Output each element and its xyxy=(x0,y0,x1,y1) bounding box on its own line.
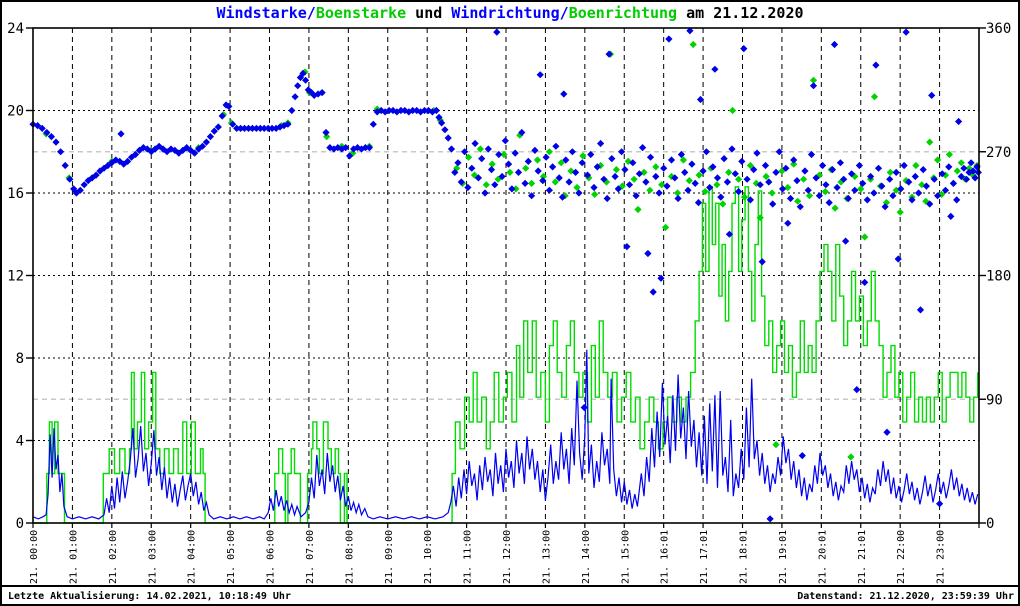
title-segment: Windrichtung/ xyxy=(451,4,569,22)
title-segment: Boenrichtung xyxy=(568,4,678,22)
x-axis-tick-label: 21. 13:00 xyxy=(541,530,552,584)
left-axis-tick-label: 4 xyxy=(16,434,24,450)
right-axis-tick-label: 90 xyxy=(986,392,1003,408)
left-axis-tick-label: 20 xyxy=(7,104,24,120)
status-bar: Letzte Aktualisierung: 14.02.2021, 10:18… xyxy=(0,585,1020,606)
x-axis-tick-label: 21. 04:00 xyxy=(187,530,198,584)
title-segment: am 21.12.2020 xyxy=(677,4,804,22)
axis-labels: 0 4 8 12 16 20 24 0 90 180 270 360 21. 00:00 21. 01:0… xyxy=(7,21,1011,584)
left-axis-tick-label: 16 xyxy=(7,186,24,202)
x-axis-tick-label: 21. 23:00 xyxy=(936,530,947,584)
x-axis-tick-label: 21. 08:00 xyxy=(344,530,355,584)
chart-title: Windstarke/Boenstarke und Windrichtung/B… xyxy=(0,4,1020,22)
left-axis-tick-label: 0 xyxy=(16,516,24,532)
title-segment: Boenstarke xyxy=(315,4,407,22)
title-segment: Windstarke/ xyxy=(216,4,316,22)
right-axis-tick-label: 360 xyxy=(986,21,1011,37)
right-axis-tick-label: 180 xyxy=(986,269,1011,285)
x-axis-tick-label: 21. 02:00 xyxy=(108,530,119,584)
left-axis-tick-label: 12 xyxy=(7,269,24,285)
x-axis-tick-label: 21. 11:00 xyxy=(463,530,474,584)
gridlines xyxy=(33,28,979,523)
x-axis-tick-label: 21. 00:00 xyxy=(29,530,40,584)
x-axis-tick-label: 21. 16:01 xyxy=(660,530,671,584)
x-axis-tick-label: 21. 15:00 xyxy=(620,530,631,584)
axes xyxy=(26,27,986,528)
status-last-update: Letzte Aktualisierung: 14.02.2021, 10:18… xyxy=(8,591,291,602)
x-axis-tick-label: 21. 18:01 xyxy=(739,530,750,584)
x-axis-tick-label: 21. 17:01 xyxy=(699,530,710,584)
x-axis-tick-label: 21. 14:00 xyxy=(581,530,592,584)
left-axis-tick-label: 24 xyxy=(7,21,24,37)
title-segment: und xyxy=(406,4,452,22)
x-axis-tick-label: 21. 01:00 xyxy=(68,530,79,584)
x-axis-tick-label: 21. 21:01 xyxy=(857,530,868,584)
x-axis-tick-label: 21. 06:00 xyxy=(266,530,277,584)
x-axis-tick-label: 21. 07:00 xyxy=(305,530,316,584)
series-boenstarke xyxy=(33,186,979,524)
x-axis-tick-label: 21. 12:00 xyxy=(502,530,513,584)
x-axis-tick-label: 21. 19:01 xyxy=(778,530,789,584)
x-axis-tick-label: 21. 20:01 xyxy=(817,530,828,584)
x-axis-tick-label: 21. 09:00 xyxy=(384,530,395,584)
status-data-state: Datenstand: 21.12.2020, 23:59:39 Uhr xyxy=(797,591,1014,602)
left-axis-tick-label: 8 xyxy=(16,351,24,367)
x-axis-tick-label: 21. 10:00 xyxy=(423,530,434,584)
x-axis-tick-label: 21. 05:00 xyxy=(226,530,237,584)
x-axis-tick-label: 21. 22:00 xyxy=(896,530,907,584)
right-axis-tick-label: 0 xyxy=(986,516,994,532)
series-windstarke xyxy=(32,349,979,520)
x-axis-tick-label: 21. 03:00 xyxy=(147,530,158,584)
right-axis-tick-label: 270 xyxy=(986,145,1011,161)
